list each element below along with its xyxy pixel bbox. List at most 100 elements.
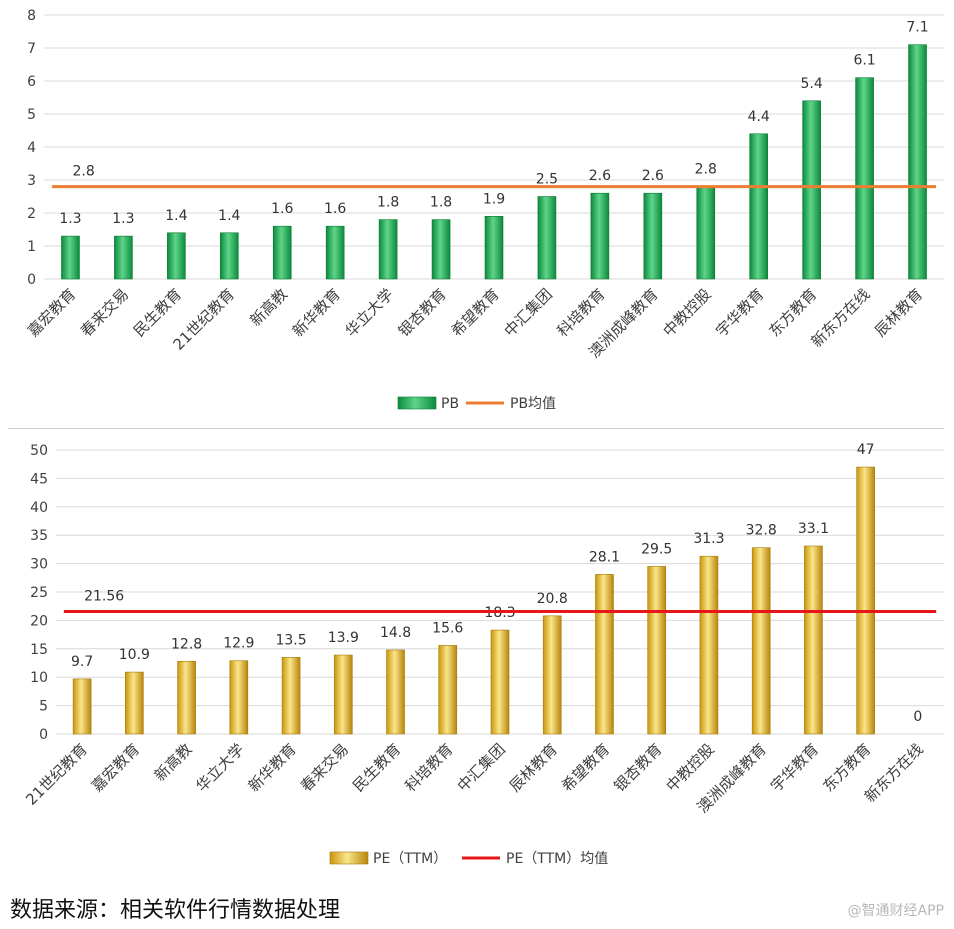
bar-value-label: 1.6 [271,201,293,217]
bar-value-label: 1.3 [59,211,81,227]
bar [490,629,510,735]
x-tick-label: 嘉宏教育 [24,285,79,340]
y-tick-label: 0 [27,272,36,288]
x-tick-label: 中汇集团 [501,285,556,340]
x-tick-label: 辰林教育 [871,285,926,340]
bar-value-label: 1.6 [324,201,346,217]
bar-value-label: 32.8 [746,523,777,539]
bar [908,44,927,280]
bar [325,225,345,280]
y-tick-label: 40 [30,500,48,516]
y-tick-label: 35 [30,528,48,544]
x-tick-label: 宇华教育 [712,285,767,340]
bar [167,232,186,280]
x-tick-label: 民生教育 [130,285,185,340]
x-tick-label: 中汇集团 [454,740,509,795]
bar [643,192,663,280]
bar-value-label: 14.8 [380,625,411,641]
bar-value-label: 1.8 [377,195,399,211]
watermark: @智通财经APP [847,903,944,919]
bar-value-label: 29.5 [641,541,672,557]
bar [804,545,823,735]
y-tick-label: 2 [27,206,36,222]
x-tick-label: 民生教育 [349,740,404,795]
y-tick-label: 50 [30,443,48,459]
y-tick-label: 4 [27,140,36,156]
x-tick-label: 科培教育 [401,740,456,795]
bar-value-label: 7.1 [906,20,928,36]
y-tick-label: 10 [30,670,48,686]
legend-label-bar: PE（TTM） [373,851,447,867]
x-tick-label: 新高教 [247,285,292,330]
bar-value-label: 0 [913,709,922,725]
bar [438,645,458,735]
chart-pb: 0123456781.3嘉宏教育1.3春来交易1.4民生教育1.421世纪教育1… [24,8,944,412]
bar-value-label: 2.8 [695,162,717,178]
y-tick-label: 20 [30,613,48,629]
y-tick-label: 15 [30,642,48,658]
x-tick-label: 东方教育 [765,285,820,340]
x-tick-label: 新华教育 [289,285,344,340]
bar [114,235,133,280]
bar-value-label: 47 [857,442,875,458]
y-tick-label: 6 [27,74,36,90]
bar-value-label: 2.6 [589,168,611,184]
y-tick-label: 7 [27,41,36,57]
bar-value-label: 2.6 [642,168,664,184]
bar [751,547,771,735]
bar [542,615,562,735]
bar [281,657,301,735]
source-note: 数据来源：相关软件行情数据处理 [10,898,341,923]
x-tick-label: 华立大学 [342,285,397,340]
bar-value-label: 12.9 [223,636,254,652]
bar-value-label: 13.5 [275,632,306,648]
bar [749,133,769,280]
y-tick-label: 1 [27,239,36,255]
bar [647,566,667,735]
bar [696,186,716,280]
x-tick-label: 科培教育 [554,285,609,340]
bar [699,555,719,735]
x-tick-label: 中教控股 [659,285,714,340]
average-line-label: 2.8 [72,164,94,180]
x-tick-label: 春来交易 [297,740,352,795]
bar [61,235,80,280]
chart-divider [8,428,944,429]
bar-value-label: 33.1 [798,521,829,537]
bar [378,219,398,280]
bar [484,216,504,280]
bar-value-label: 13.9 [328,630,359,646]
y-tick-label: 0 [39,727,48,743]
y-tick-label: 30 [30,557,48,573]
chart-pe: 0 5 10 15 20 25 30 35 40 45 50 9.7 21世纪教育 10.9 嘉宏教育 12.… [22,442,944,867]
bar-value-label: 28.1 [589,549,620,565]
bar [855,77,874,280]
bar-value-label: 18.3 [484,605,515,621]
bar [590,192,610,280]
bar-value-label: 10.9 [119,647,150,663]
bar [272,225,292,280]
x-tick-label: 银杏教育 [395,285,450,340]
x-tick-label: 希望教育 [448,285,503,340]
x-tick-label: 辰林教育 [506,740,561,795]
y-tick-label: 3 [27,173,36,189]
bar-value-label: 12.8 [171,636,202,652]
average-line-label: 21.56 [84,589,124,605]
legend-label-line: PE（TTM）均值 [506,851,608,867]
bar [219,232,239,280]
bar-value-label: 15.6 [432,620,463,636]
x-tick-label: 宇华教育 [767,740,822,795]
bar [177,660,196,735]
bar-value-label: 20.8 [537,591,568,607]
bar [72,678,92,735]
bar [856,466,875,735]
bar [125,671,144,735]
bar [386,649,405,735]
x-tick-label: 华立大学 [192,740,247,795]
bar-value-label: 2.5 [536,172,558,188]
bar [802,100,821,280]
bar-value-label: 1.4 [218,208,240,224]
y-tick-label: 5 [39,699,48,715]
bar-value-label: 1.8 [430,195,452,211]
x-tick-label: 春来交易 [77,285,132,340]
